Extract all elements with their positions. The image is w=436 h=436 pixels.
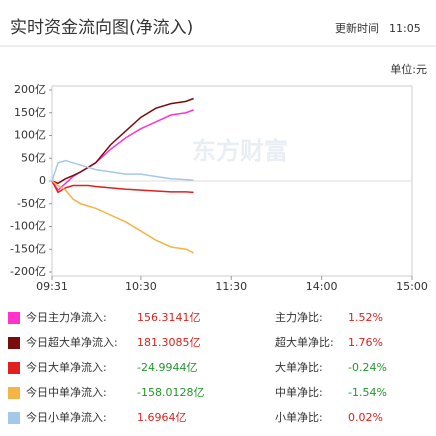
y-tick-label: 150亿: [14, 106, 46, 119]
legend-name: 今日超大单净流入:: [26, 335, 118, 349]
ratio-value: 0.02%: [348, 411, 383, 424]
y-tick-label: 200亿: [14, 83, 46, 96]
y-tick-label: 50亿: [21, 151, 46, 164]
x-tick-label: 11:30: [215, 280, 247, 293]
series-line: [51, 109, 194, 192]
ratio-name: 超大单净比:: [275, 335, 334, 349]
y-tick-label: -150亿: [10, 242, 46, 255]
watermark: 东方财富: [192, 137, 288, 165]
ratio-value: 1.76%: [348, 336, 383, 349]
series-line: [51, 97, 194, 185]
ratio-name: 主力净比:: [275, 310, 323, 324]
net-inflow: 156.3141亿: [137, 311, 201, 324]
legend-swatch: [8, 337, 20, 349]
ratio-name: 大单净比:: [275, 360, 323, 374]
legend-swatch: [8, 387, 20, 399]
y-tick-label: 0: [39, 174, 46, 187]
y-tick-label: 100亿: [14, 129, 46, 142]
legend-name: 今日主力净流入:: [26, 310, 107, 324]
ratio-value: -1.54%: [348, 386, 387, 399]
legend-swatch: [8, 312, 20, 324]
y-tick-label: -50亿: [17, 197, 46, 210]
net-inflow: 1.6964亿: [137, 411, 187, 424]
series-line: [51, 159, 194, 182]
ratio-name: 中单净比:: [275, 385, 323, 399]
series-line: [51, 180, 194, 194]
ratio-value: -0.24%: [348, 361, 387, 374]
y-tick-label: -200亿: [10, 265, 46, 278]
unit-label: 单位:元: [390, 62, 427, 76]
net-inflow: 181.3085亿: [137, 336, 201, 349]
chart-title: 实时资金流向图(净流入): [10, 18, 193, 38]
update-time: 11:05: [389, 22, 421, 35]
x-tick-label: 14:00: [306, 280, 338, 293]
ratio-name: 小单净比:: [275, 410, 323, 424]
legend-swatch: [8, 412, 20, 424]
net-inflow: -158.0128亿: [137, 386, 204, 399]
x-tick-label: 10:30: [125, 280, 157, 293]
x-tick-label: 15:00: [396, 280, 428, 293]
x-tick-label: 09:31: [36, 280, 68, 293]
y-tick-label: -100亿: [10, 220, 46, 233]
update-label: 更新时间: [335, 21, 379, 35]
legend-swatch: [8, 362, 20, 374]
legend-name: 今日中单净流入:: [26, 385, 107, 399]
ratio-value: 1.52%: [348, 311, 383, 324]
net-inflow: -24.9944亿: [137, 361, 197, 374]
legend-name: 今日小单净流入:: [26, 410, 107, 424]
legend-name: 今日大单净流入:: [26, 360, 107, 374]
series-line: [51, 180, 194, 254]
